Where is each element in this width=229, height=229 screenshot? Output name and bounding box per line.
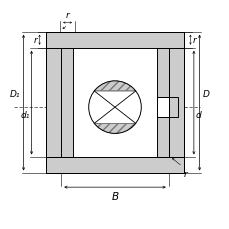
Text: r: r bbox=[192, 36, 196, 45]
Bar bbox=[61, 49, 72, 158]
Bar bbox=[46, 33, 183, 49]
Text: r: r bbox=[33, 36, 37, 45]
Bar bbox=[46, 33, 183, 174]
Text: r: r bbox=[65, 11, 69, 20]
Bar bbox=[61, 49, 72, 158]
Bar bbox=[72, 49, 157, 158]
Bar bbox=[168, 49, 183, 158]
Bar bbox=[157, 98, 168, 117]
Bar bbox=[46, 158, 183, 174]
Bar bbox=[157, 117, 168, 158]
Bar bbox=[168, 98, 177, 117]
Bar bbox=[157, 49, 168, 98]
Text: d₁: d₁ bbox=[20, 110, 30, 119]
Polygon shape bbox=[94, 124, 135, 134]
Bar bbox=[168, 49, 183, 158]
Circle shape bbox=[88, 82, 141, 134]
Bar bbox=[157, 117, 168, 158]
Text: D: D bbox=[202, 90, 209, 98]
Bar bbox=[168, 98, 177, 117]
Bar bbox=[157, 49, 168, 98]
Text: B: B bbox=[111, 191, 118, 201]
Bar bbox=[46, 33, 183, 49]
Polygon shape bbox=[94, 82, 135, 92]
Bar bbox=[46, 49, 61, 158]
Bar bbox=[46, 49, 61, 158]
Bar bbox=[46, 158, 183, 174]
Text: r: r bbox=[183, 169, 186, 178]
Text: d: d bbox=[195, 110, 201, 119]
Text: D₁: D₁ bbox=[10, 90, 20, 98]
